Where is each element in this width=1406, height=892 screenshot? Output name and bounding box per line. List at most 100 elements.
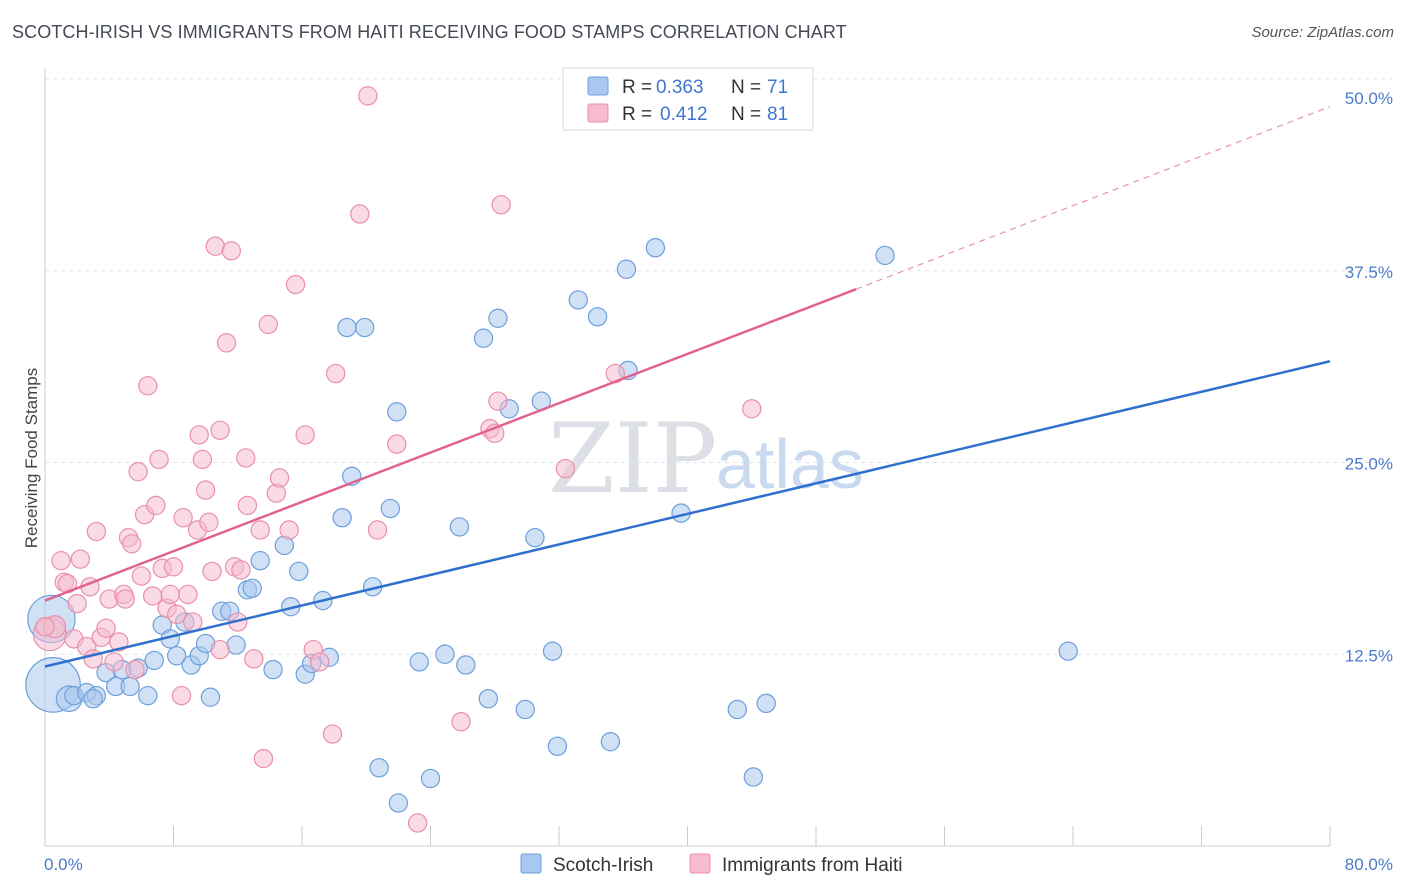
haiti-point	[407, 813, 428, 833]
legend-r-value-2: 0.412	[660, 104, 708, 125]
haiti-point	[199, 512, 219, 533]
haiti-point	[237, 495, 258, 516]
scotch-irish-point	[387, 402, 407, 422]
legend-n-label-2: N =	[731, 104, 761, 125]
haiti-point	[322, 724, 343, 744]
chart-title: SCOTCH-IRISH VS IMMIGRANTS FROM HAITI RE…	[12, 22, 847, 42]
scotch-irish-point	[756, 693, 776, 714]
haiti-points	[32, 86, 762, 833]
haiti-point	[236, 448, 256, 468]
scotch-irish-point	[456, 655, 476, 675]
scotch-irish-point	[1058, 641, 1078, 661]
scotch-irish-point	[144, 650, 164, 671]
bottom-legend-label-haiti: Immigrants from Haiti	[722, 855, 903, 876]
bottom-legend-swatch-pink	[689, 853, 711, 874]
scotch-irish-point	[120, 676, 140, 697]
haiti-point	[350, 204, 370, 224]
haiti-point	[269, 468, 290, 488]
haiti-point	[70, 549, 91, 569]
scotch-irish-point	[435, 644, 455, 664]
haiti-point	[216, 333, 237, 353]
scotch-irish-point	[645, 238, 666, 258]
scotch-irish-point	[568, 290, 588, 310]
x-tick-label-max: 80.0%	[1345, 855, 1393, 874]
haiti-point	[205, 236, 225, 256]
scotch-irish-point	[332, 508, 352, 528]
scotch-irish-trend-line	[44, 360, 1331, 668]
watermark-atlas: atlas	[716, 425, 864, 503]
haiti-point	[253, 748, 274, 769]
haiti-point	[131, 566, 152, 586]
haiti-point	[451, 712, 471, 732]
bottom-legend-label-scotch-irish: Scotch-Irish	[553, 855, 653, 876]
haiti-point	[221, 241, 242, 261]
scotch-irish-point	[263, 659, 283, 680]
haiti-point	[86, 521, 107, 542]
haiti-point	[195, 480, 216, 500]
scotch-irish-point	[388, 793, 409, 813]
scotch-irish-point	[289, 561, 309, 582]
haiti-point	[51, 550, 71, 571]
scotch-irish-point	[743, 767, 764, 787]
y-tick-label: 37.5%	[1345, 263, 1393, 282]
x-ticks	[44, 826, 1331, 846]
haiti-point	[491, 195, 511, 215]
y-tick-labels: 12.5% 25.0% 37.5% 50.0%	[1345, 89, 1393, 665]
scotch-irish-point	[420, 768, 441, 789]
y-tick-label: 50.0%	[1345, 89, 1393, 108]
y-tick-label: 25.0%	[1345, 455, 1393, 474]
haiti-point	[192, 449, 213, 470]
legend-r-value-1: 0.363	[656, 77, 704, 98]
haiti-point	[96, 618, 116, 638]
legend-n-value-1: 71	[767, 77, 788, 98]
haiti-point	[210, 420, 230, 440]
haiti-point	[555, 458, 576, 479]
scotch-irish-point	[226, 635, 246, 655]
scotch-irish-point	[600, 731, 621, 752]
haiti-point	[67, 593, 87, 614]
haiti-point	[122, 534, 142, 554]
correlation-legend: R = 0.363 N = 71 R = 0.412 N = 81	[562, 67, 814, 131]
scotch-irish-point	[354, 317, 375, 338]
legend-r-label-2: R =	[622, 104, 652, 125]
scotch-irish-point	[542, 641, 563, 661]
legend-r-label-1: R =	[622, 77, 652, 98]
haiti-point	[367, 520, 388, 540]
haiti-trend-extension	[855, 106, 1331, 290]
scotch-irish-point	[380, 498, 401, 519]
scotch-irish-point	[616, 259, 637, 279]
haiti-point	[173, 508, 193, 528]
y-tick-label: 12.5%	[1345, 646, 1393, 665]
haiti-point	[387, 434, 407, 454]
haiti-point	[326, 363, 346, 384]
scotch-irish-point	[478, 689, 499, 709]
haiti-point	[279, 520, 299, 540]
haiti-point	[167, 604, 187, 625]
y-axis-label: Receiving Food Stamps	[22, 368, 41, 548]
legend-swatch-pink	[587, 103, 609, 123]
scotch-irish-point	[449, 517, 470, 537]
scotch-irish-point	[409, 652, 429, 672]
bottom-legend-swatch-blue	[520, 853, 542, 874]
series-legend: Scotch-Irish Immigrants from Haiti	[520, 853, 903, 876]
scotch-irish-point	[727, 699, 747, 720]
haiti-point	[358, 86, 378, 106]
haiti-point	[160, 584, 180, 605]
scotch-irish-point	[875, 245, 895, 266]
scotch-irish-point	[242, 578, 262, 598]
haiti-point	[309, 652, 330, 672]
haiti-point	[138, 376, 158, 396]
scotch-irish-point	[167, 646, 187, 666]
scotch-irish-point	[587, 307, 608, 327]
scotch-irish-point	[337, 317, 357, 338]
scotch-irish-point	[200, 687, 221, 707]
haiti-point	[189, 425, 209, 445]
scotch-irish-point	[547, 736, 568, 756]
haiti-point	[742, 399, 762, 419]
trend-lines	[44, 106, 1331, 668]
haiti-point	[285, 274, 306, 295]
legend-swatch-blue	[587, 76, 609, 96]
haiti-point	[183, 612, 203, 632]
haiti-point	[35, 616, 55, 637]
